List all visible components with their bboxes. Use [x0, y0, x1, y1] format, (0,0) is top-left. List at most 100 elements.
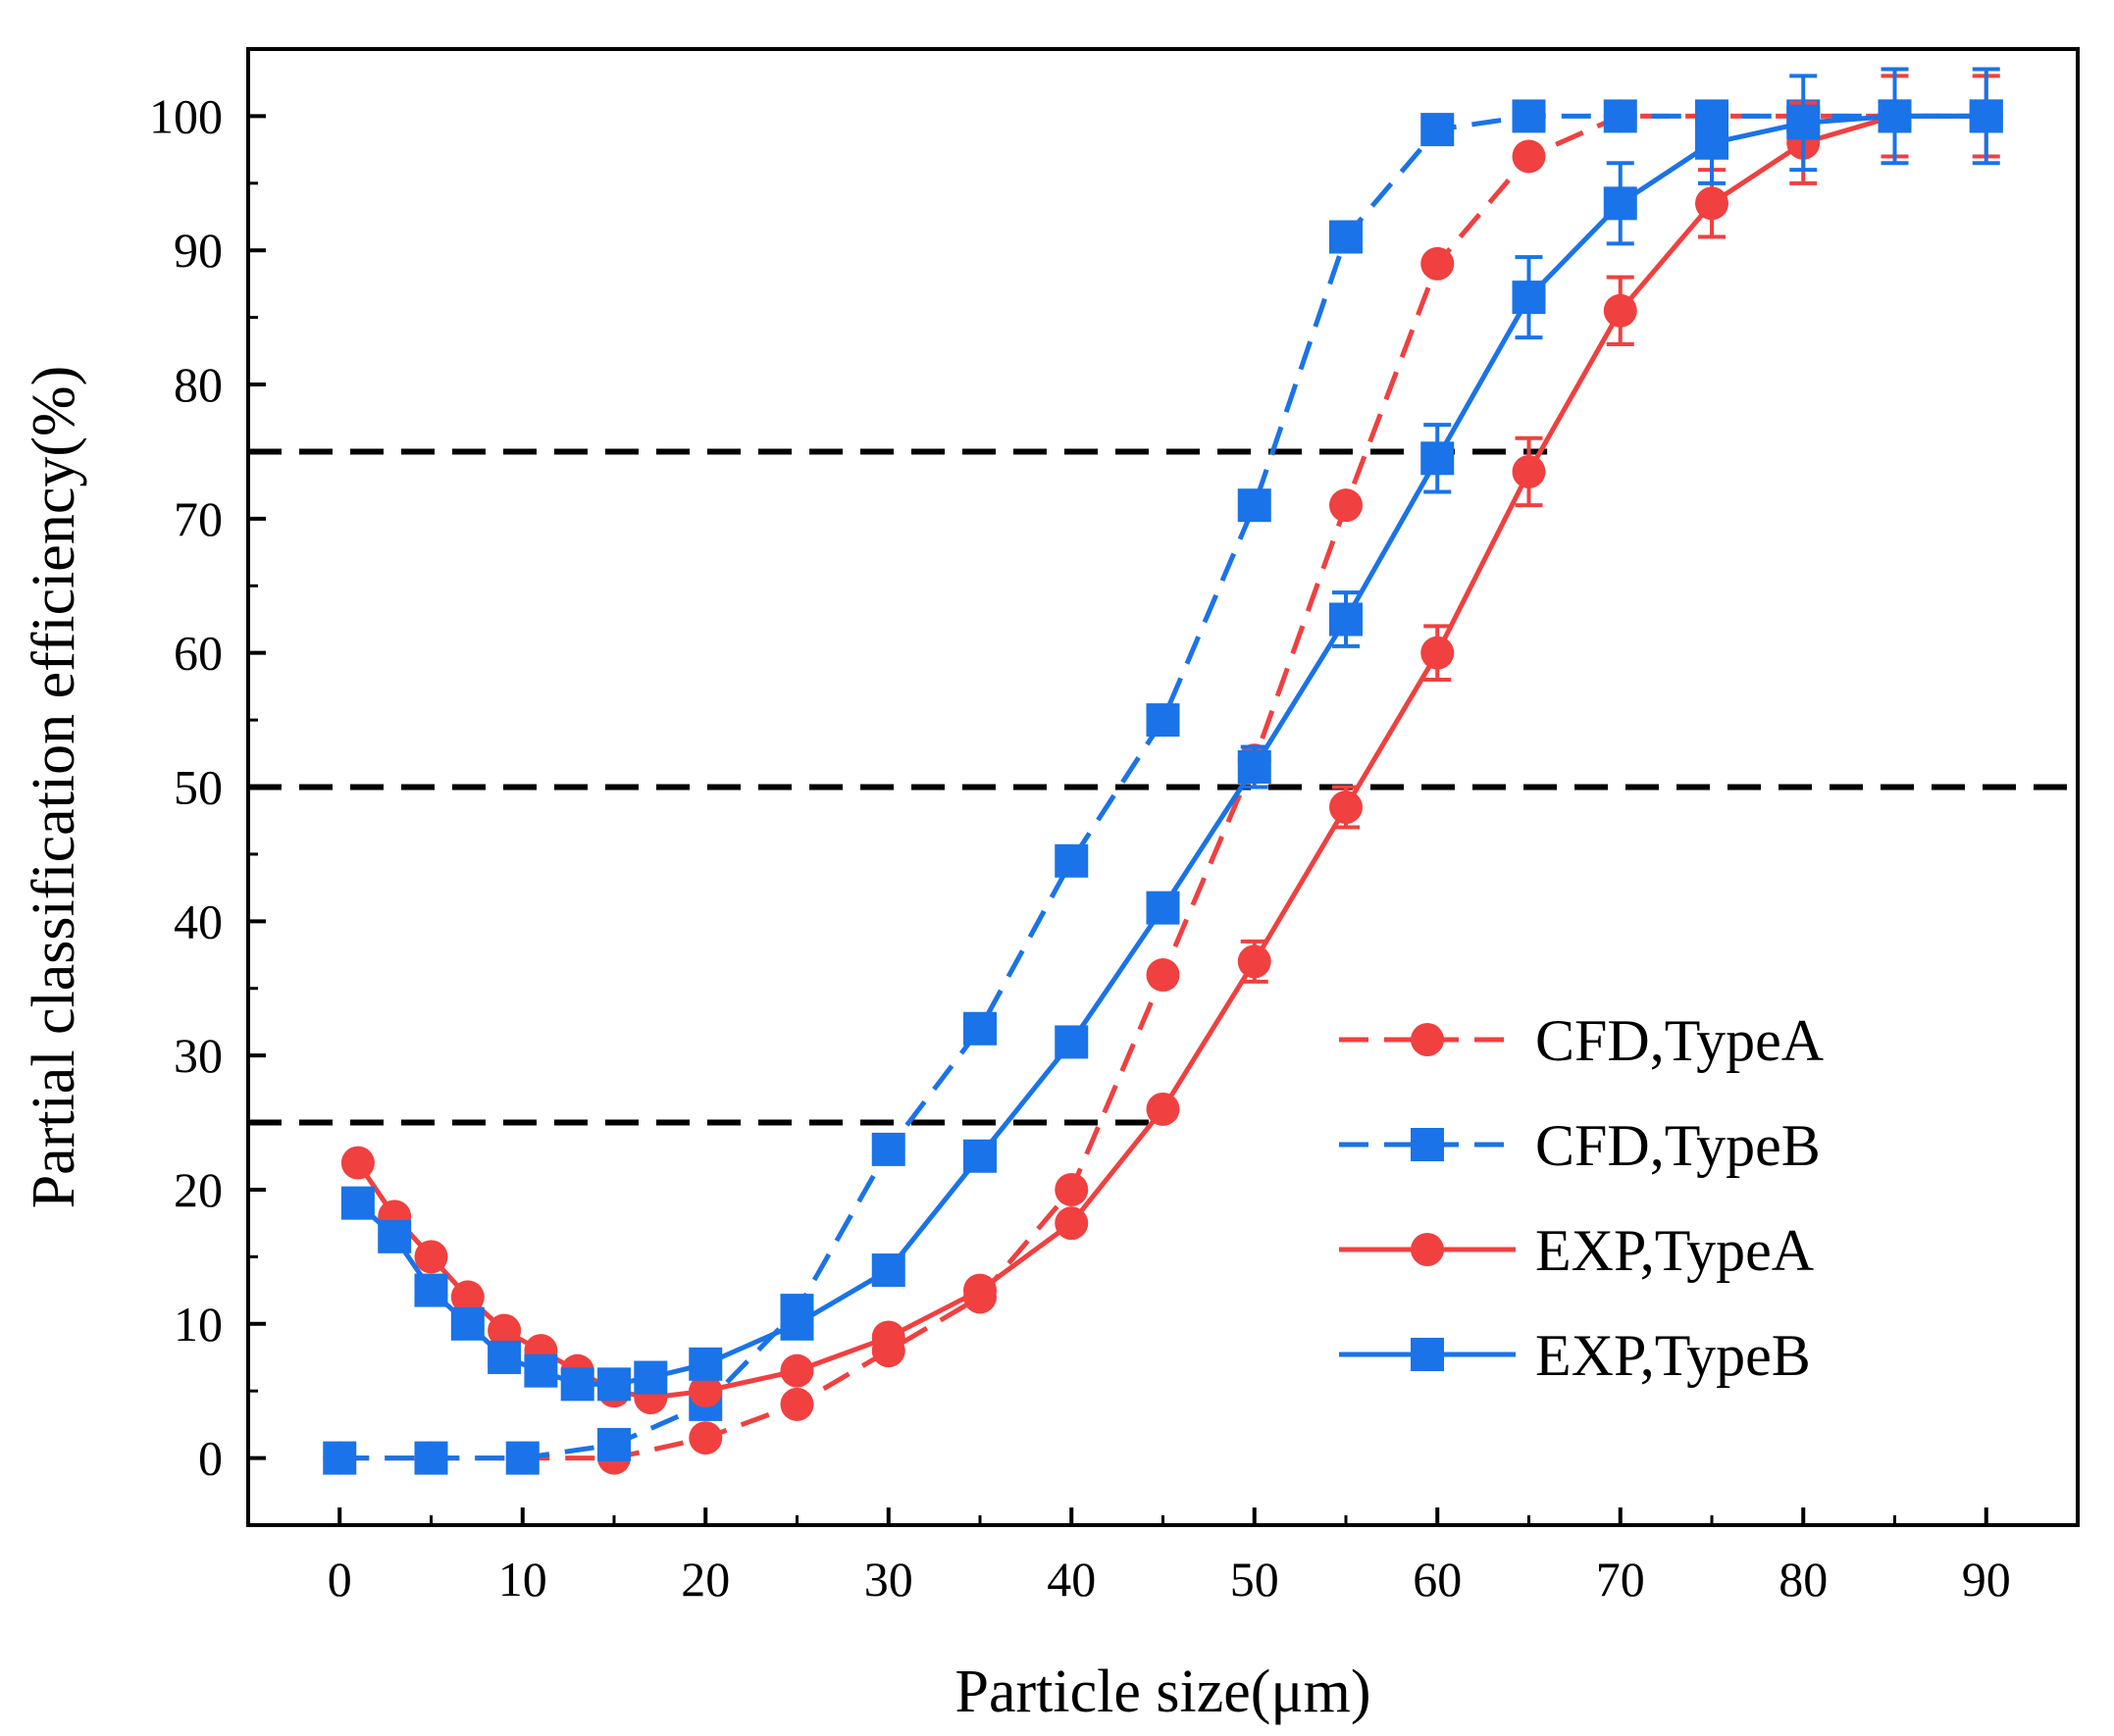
y-tick-label: 70	[174, 491, 223, 546]
data-point	[780, 1306, 814, 1341]
data-point	[689, 1347, 723, 1381]
data-point	[560, 1367, 594, 1402]
data-point	[1146, 703, 1180, 738]
data-point	[1237, 749, 1271, 784]
data-point	[1420, 113, 1455, 147]
x-axis-ticks: 0 10 20 30 40 50 60 70 80 90	[328, 1507, 2011, 1607]
legend-marker	[1411, 1023, 1444, 1056]
data-point	[1329, 602, 1363, 637]
data-point	[1420, 636, 1455, 670]
legend-marker	[1411, 1338, 1444, 1371]
data-point	[1603, 186, 1637, 221]
data-point	[1695, 186, 1728, 221]
x-tick-label: 0	[328, 1552, 352, 1607]
data-point	[1237, 488, 1271, 523]
data-point	[871, 1320, 905, 1354]
data-point	[1055, 1025, 1089, 1059]
y-axis-ticks: 0 10 20 30 40 50 60 70 80 90 100	[149, 88, 266, 1486]
y-tick-label: 0	[198, 1431, 223, 1486]
data-point	[488, 1313, 522, 1348]
series-exp-typeb	[340, 67, 2003, 1402]
data-point	[1512, 454, 1546, 488]
data-point	[780, 1387, 814, 1421]
data-point	[505, 1441, 540, 1475]
legend-item: EXP,TypeA	[1339, 1218, 1814, 1283]
y-tick-label: 20	[174, 1162, 223, 1217]
data-point	[597, 1427, 631, 1461]
legend-marker	[1411, 1128, 1444, 1161]
y-tick-label: 40	[174, 894, 223, 948]
data-point	[414, 1273, 448, 1307]
x-tick-label: 40	[1047, 1552, 1096, 1607]
data-point	[1055, 1206, 1089, 1241]
data-point	[414, 1441, 448, 1475]
y-axis-title: Partial classification efficiency(%)	[21, 366, 87, 1209]
data-point	[1512, 99, 1546, 133]
data-point	[1603, 99, 1637, 133]
data-point	[963, 1139, 997, 1173]
data-point	[963, 1011, 997, 1046]
legend-label: CFD,TypeB	[1535, 1113, 1821, 1178]
data-point	[1146, 1092, 1180, 1126]
x-tick-label: 10	[498, 1552, 547, 1607]
data-point	[340, 1146, 375, 1180]
y-tick-label: 30	[174, 1028, 223, 1083]
data-point	[597, 1367, 631, 1402]
data-point	[1512, 281, 1546, 315]
y-tick-label: 90	[174, 223, 223, 278]
data-point	[1512, 139, 1546, 174]
data-point	[1695, 126, 1728, 160]
y-tick-label: 10	[174, 1297, 223, 1352]
data-point	[1329, 488, 1363, 523]
data-point	[1055, 1172, 1089, 1206]
y-tick-label: 80	[174, 357, 223, 412]
data-point	[1420, 441, 1455, 476]
series-line	[356, 113, 1986, 1387]
y-tick-label: 60	[174, 626, 223, 681]
data-point	[1878, 99, 1912, 133]
reference-lines	[248, 448, 2078, 1126]
data-point	[1969, 99, 2003, 133]
legend-marker	[1411, 1233, 1444, 1266]
series-line	[355, 113, 1986, 1401]
data-point	[1329, 791, 1363, 825]
data-point	[323, 1441, 357, 1475]
data-point	[963, 1273, 997, 1307]
y-tick-label: 50	[174, 760, 223, 815]
data-point	[340, 1186, 375, 1220]
legend-item: EXP,TypeB	[1339, 1323, 1811, 1388]
legend: CFD,TypeA CFD,TypeB EXP,TypeA EXP,TypeB	[1339, 1008, 1824, 1388]
data-point	[1055, 843, 1089, 878]
x-tick-label: 60	[1413, 1552, 1462, 1607]
data-point	[871, 1253, 905, 1288]
series-layer	[323, 67, 2003, 1475]
data-point	[450, 1306, 485, 1341]
data-point	[689, 1421, 723, 1455]
x-tick-label: 50	[1230, 1552, 1279, 1607]
data-point	[378, 1219, 412, 1253]
data-point	[1786, 106, 1821, 140]
data-point	[634, 1360, 668, 1395]
data-point	[1420, 246, 1455, 281]
data-point	[488, 1340, 522, 1374]
legend-label: EXP,TypeB	[1535, 1323, 1811, 1388]
data-point	[1603, 293, 1637, 328]
legend-item: CFD,TypeA	[1339, 1008, 1824, 1073]
data-point	[414, 1240, 448, 1274]
data-point	[524, 1353, 558, 1388]
data-point	[1329, 220, 1363, 254]
x-axis-title: Particle size(μm)	[954, 1659, 1370, 1725]
data-point	[871, 1132, 905, 1166]
data-point	[450, 1280, 485, 1314]
x-tick-label: 30	[864, 1552, 913, 1607]
data-point	[780, 1353, 814, 1388]
data-point	[1237, 945, 1271, 979]
x-tick-label: 70	[1596, 1552, 1645, 1607]
x-tick-label: 20	[681, 1552, 730, 1607]
data-point	[1146, 958, 1180, 993]
legend-label: EXP,TypeA	[1535, 1218, 1814, 1283]
data-point	[1146, 891, 1180, 925]
legend-label: CFD,TypeA	[1535, 1008, 1824, 1073]
y-tick-label: 100	[149, 88, 223, 143]
